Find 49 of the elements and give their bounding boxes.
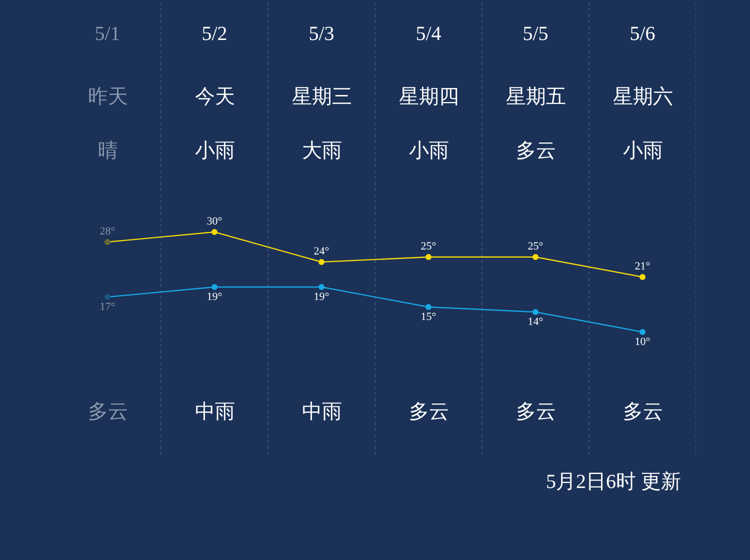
text: 小雨 xyxy=(195,140,235,162)
data-label: 19° xyxy=(314,291,330,303)
data-label: 30° xyxy=(206,216,222,228)
data-label: 24° xyxy=(314,246,330,258)
text: 中雨 xyxy=(302,401,342,423)
point xyxy=(212,284,218,290)
data-label: 25° xyxy=(420,240,436,252)
text: 星期四 xyxy=(399,86,459,108)
text: 小雨 xyxy=(409,140,449,162)
x-tick-label: 5/3 xyxy=(308,23,334,45)
point xyxy=(104,239,110,245)
x-tick-label: 5/6 xyxy=(630,23,656,45)
text: 多云 xyxy=(88,401,128,423)
point xyxy=(426,304,432,310)
x-tick-label: 5/1 xyxy=(94,23,120,45)
point xyxy=(104,294,110,300)
point xyxy=(318,259,324,265)
text: 多云 xyxy=(516,401,556,423)
text: 星期三 xyxy=(292,86,352,108)
data-label: 10° xyxy=(634,336,650,348)
text: 星期六 xyxy=(613,86,673,108)
text: 大雨 xyxy=(302,140,342,162)
text: 昨天 xyxy=(88,86,128,108)
data-label: 28° xyxy=(100,226,116,238)
data-label: 25° xyxy=(528,240,544,252)
point xyxy=(318,284,324,290)
x-tick-label: 5/2 xyxy=(202,23,228,45)
text: 星期五 xyxy=(506,86,566,108)
text: 多云 xyxy=(516,140,556,162)
point xyxy=(532,309,538,315)
data-label: 21° xyxy=(634,260,650,272)
data-label: 15° xyxy=(420,311,436,323)
text: 小雨 xyxy=(623,140,663,162)
text: 多云 xyxy=(409,401,449,423)
data-label: 19° xyxy=(206,291,222,303)
point xyxy=(640,274,646,280)
text: 晴 xyxy=(98,140,118,162)
x-tick-label: 5/4 xyxy=(416,23,442,45)
point xyxy=(640,329,646,335)
point xyxy=(532,254,538,260)
text: 中雨 xyxy=(195,401,235,423)
point xyxy=(426,254,432,260)
data-label: 14° xyxy=(528,316,544,328)
point xyxy=(212,229,218,235)
text: 5月2日6时 更新 xyxy=(546,471,681,493)
x-tick-label: 5/5 xyxy=(522,23,548,45)
text: 多云 xyxy=(623,401,663,423)
text: 今天 xyxy=(195,86,235,108)
data-label: 17° xyxy=(100,301,116,313)
